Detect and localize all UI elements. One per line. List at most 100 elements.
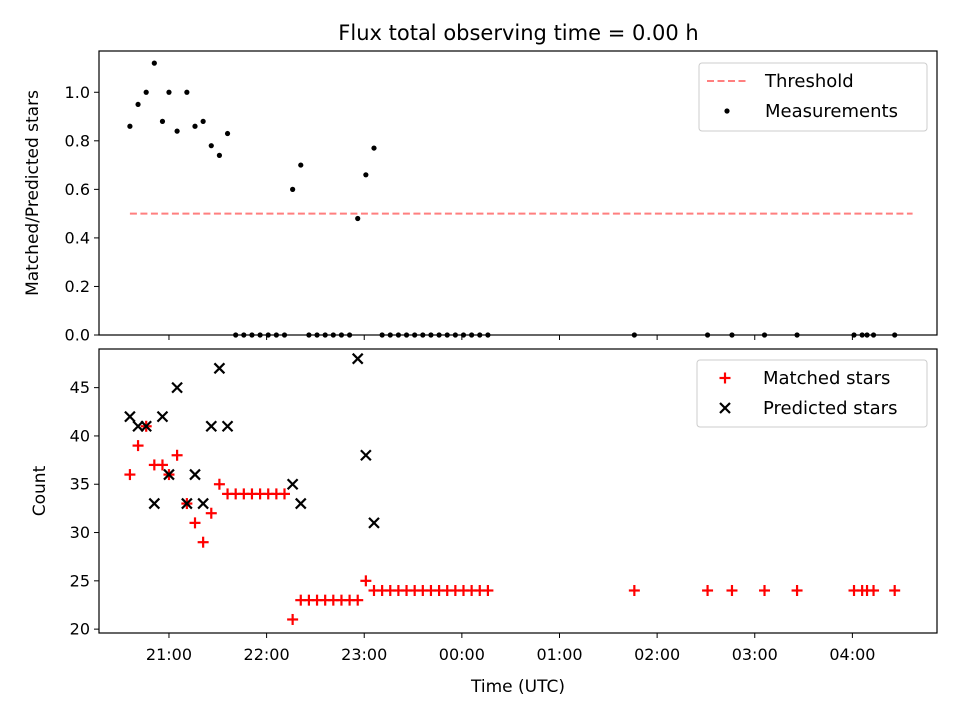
x-tick-label: 02:00 xyxy=(634,645,680,664)
data-point xyxy=(628,584,640,596)
data-point xyxy=(213,478,225,490)
x-tick-label: 22:00 xyxy=(244,645,290,664)
data-point xyxy=(159,118,166,124)
data-point xyxy=(197,536,209,548)
data-point xyxy=(156,459,168,471)
y-tick-label: 0.0 xyxy=(65,326,90,345)
data-point xyxy=(322,332,328,338)
data-point xyxy=(412,332,418,338)
data-point xyxy=(420,332,426,338)
data-point xyxy=(403,332,410,338)
series-predicted-stars xyxy=(124,352,380,529)
y-tick-label: 25 xyxy=(70,571,90,590)
data-point xyxy=(338,332,345,338)
data-point xyxy=(135,101,141,108)
x-tick-label: 21:00 xyxy=(146,645,192,664)
data-point xyxy=(395,332,402,338)
data-point xyxy=(166,89,172,95)
data-point xyxy=(444,332,450,338)
series-measurements xyxy=(127,60,898,338)
data-point xyxy=(352,594,364,606)
data-point xyxy=(233,332,239,338)
data-point xyxy=(257,332,263,338)
data-point xyxy=(184,89,190,95)
data-point xyxy=(140,420,152,433)
data-point xyxy=(870,332,877,338)
data-point xyxy=(127,123,133,129)
data-point xyxy=(189,468,201,481)
data-point xyxy=(351,352,364,365)
x-tick-label: 00:00 xyxy=(439,645,485,664)
data-point xyxy=(330,332,336,338)
y-tick-label: 0.2 xyxy=(65,277,90,296)
data-point xyxy=(143,89,149,95)
data-point xyxy=(859,332,865,338)
data-point xyxy=(794,332,800,338)
data-point xyxy=(249,332,255,338)
legend-key xyxy=(719,372,731,384)
x-tick-label: 23:00 xyxy=(341,645,387,664)
legend-box xyxy=(698,62,928,132)
data-point xyxy=(379,332,385,338)
data-point xyxy=(355,215,361,222)
legend-label: Threshold xyxy=(764,71,854,92)
data-point xyxy=(213,362,226,375)
data-point xyxy=(460,332,467,338)
legend-box xyxy=(696,359,928,428)
legend: Threshold Measurements xyxy=(698,62,928,132)
data-point xyxy=(171,449,183,461)
y-tick-label: 1.0 xyxy=(65,83,90,102)
data-point xyxy=(298,162,304,168)
data-point xyxy=(363,172,369,178)
legend-label: Matched stars xyxy=(763,368,890,389)
bottom-panel: 20 25 30 35 40 45 21:00 22:00 23:00 00:00 01:00 02:… xyxy=(30,348,938,697)
legend: Matched stars Predicted stars xyxy=(696,359,928,428)
data-point xyxy=(482,584,494,596)
x-axis-label: Time (UTC) xyxy=(470,677,565,697)
data-point xyxy=(314,332,320,338)
data-point xyxy=(759,584,771,596)
data-point xyxy=(200,118,206,124)
data-point xyxy=(371,145,377,151)
data-point xyxy=(124,410,136,423)
data-point xyxy=(124,469,136,481)
data-point xyxy=(216,152,223,158)
data-point xyxy=(208,143,214,149)
data-point xyxy=(485,332,491,338)
top-panel: 0.0 0.2 0.4 0.6 0.8 1.0 Matched/Predicted star… xyxy=(23,50,938,345)
data-point xyxy=(174,128,180,134)
data-point xyxy=(189,517,201,529)
data-point xyxy=(889,584,901,596)
data-point xyxy=(428,332,434,338)
legend-label: Measurements xyxy=(765,101,898,122)
data-point xyxy=(294,497,307,510)
y-tick-label: 20 xyxy=(70,620,90,639)
data-point xyxy=(148,497,161,510)
y-tick-label: 45 xyxy=(70,378,90,397)
y-tick-label: 40 xyxy=(70,426,90,445)
y-tick-label: 0.4 xyxy=(65,228,90,247)
data-point xyxy=(265,332,271,338)
data-point xyxy=(171,381,183,394)
data-point xyxy=(761,332,768,338)
data-point xyxy=(197,497,209,510)
x-tick-label: 03:00 xyxy=(732,645,778,664)
data-point xyxy=(151,60,157,66)
data-point xyxy=(306,332,312,338)
y-axis-label: Matched/Predicted stars xyxy=(23,90,43,296)
data-point xyxy=(290,186,296,192)
data-point xyxy=(360,575,372,587)
data-point xyxy=(452,332,458,338)
data-point xyxy=(436,332,442,338)
data-point xyxy=(192,123,198,129)
data-point xyxy=(224,130,231,137)
data-point xyxy=(704,332,711,338)
data-point xyxy=(851,332,857,338)
data-point xyxy=(360,449,372,462)
data-point xyxy=(702,584,714,596)
legend-key xyxy=(724,108,730,114)
data-point xyxy=(221,420,234,433)
data-point xyxy=(791,584,803,596)
data-point xyxy=(273,332,279,338)
